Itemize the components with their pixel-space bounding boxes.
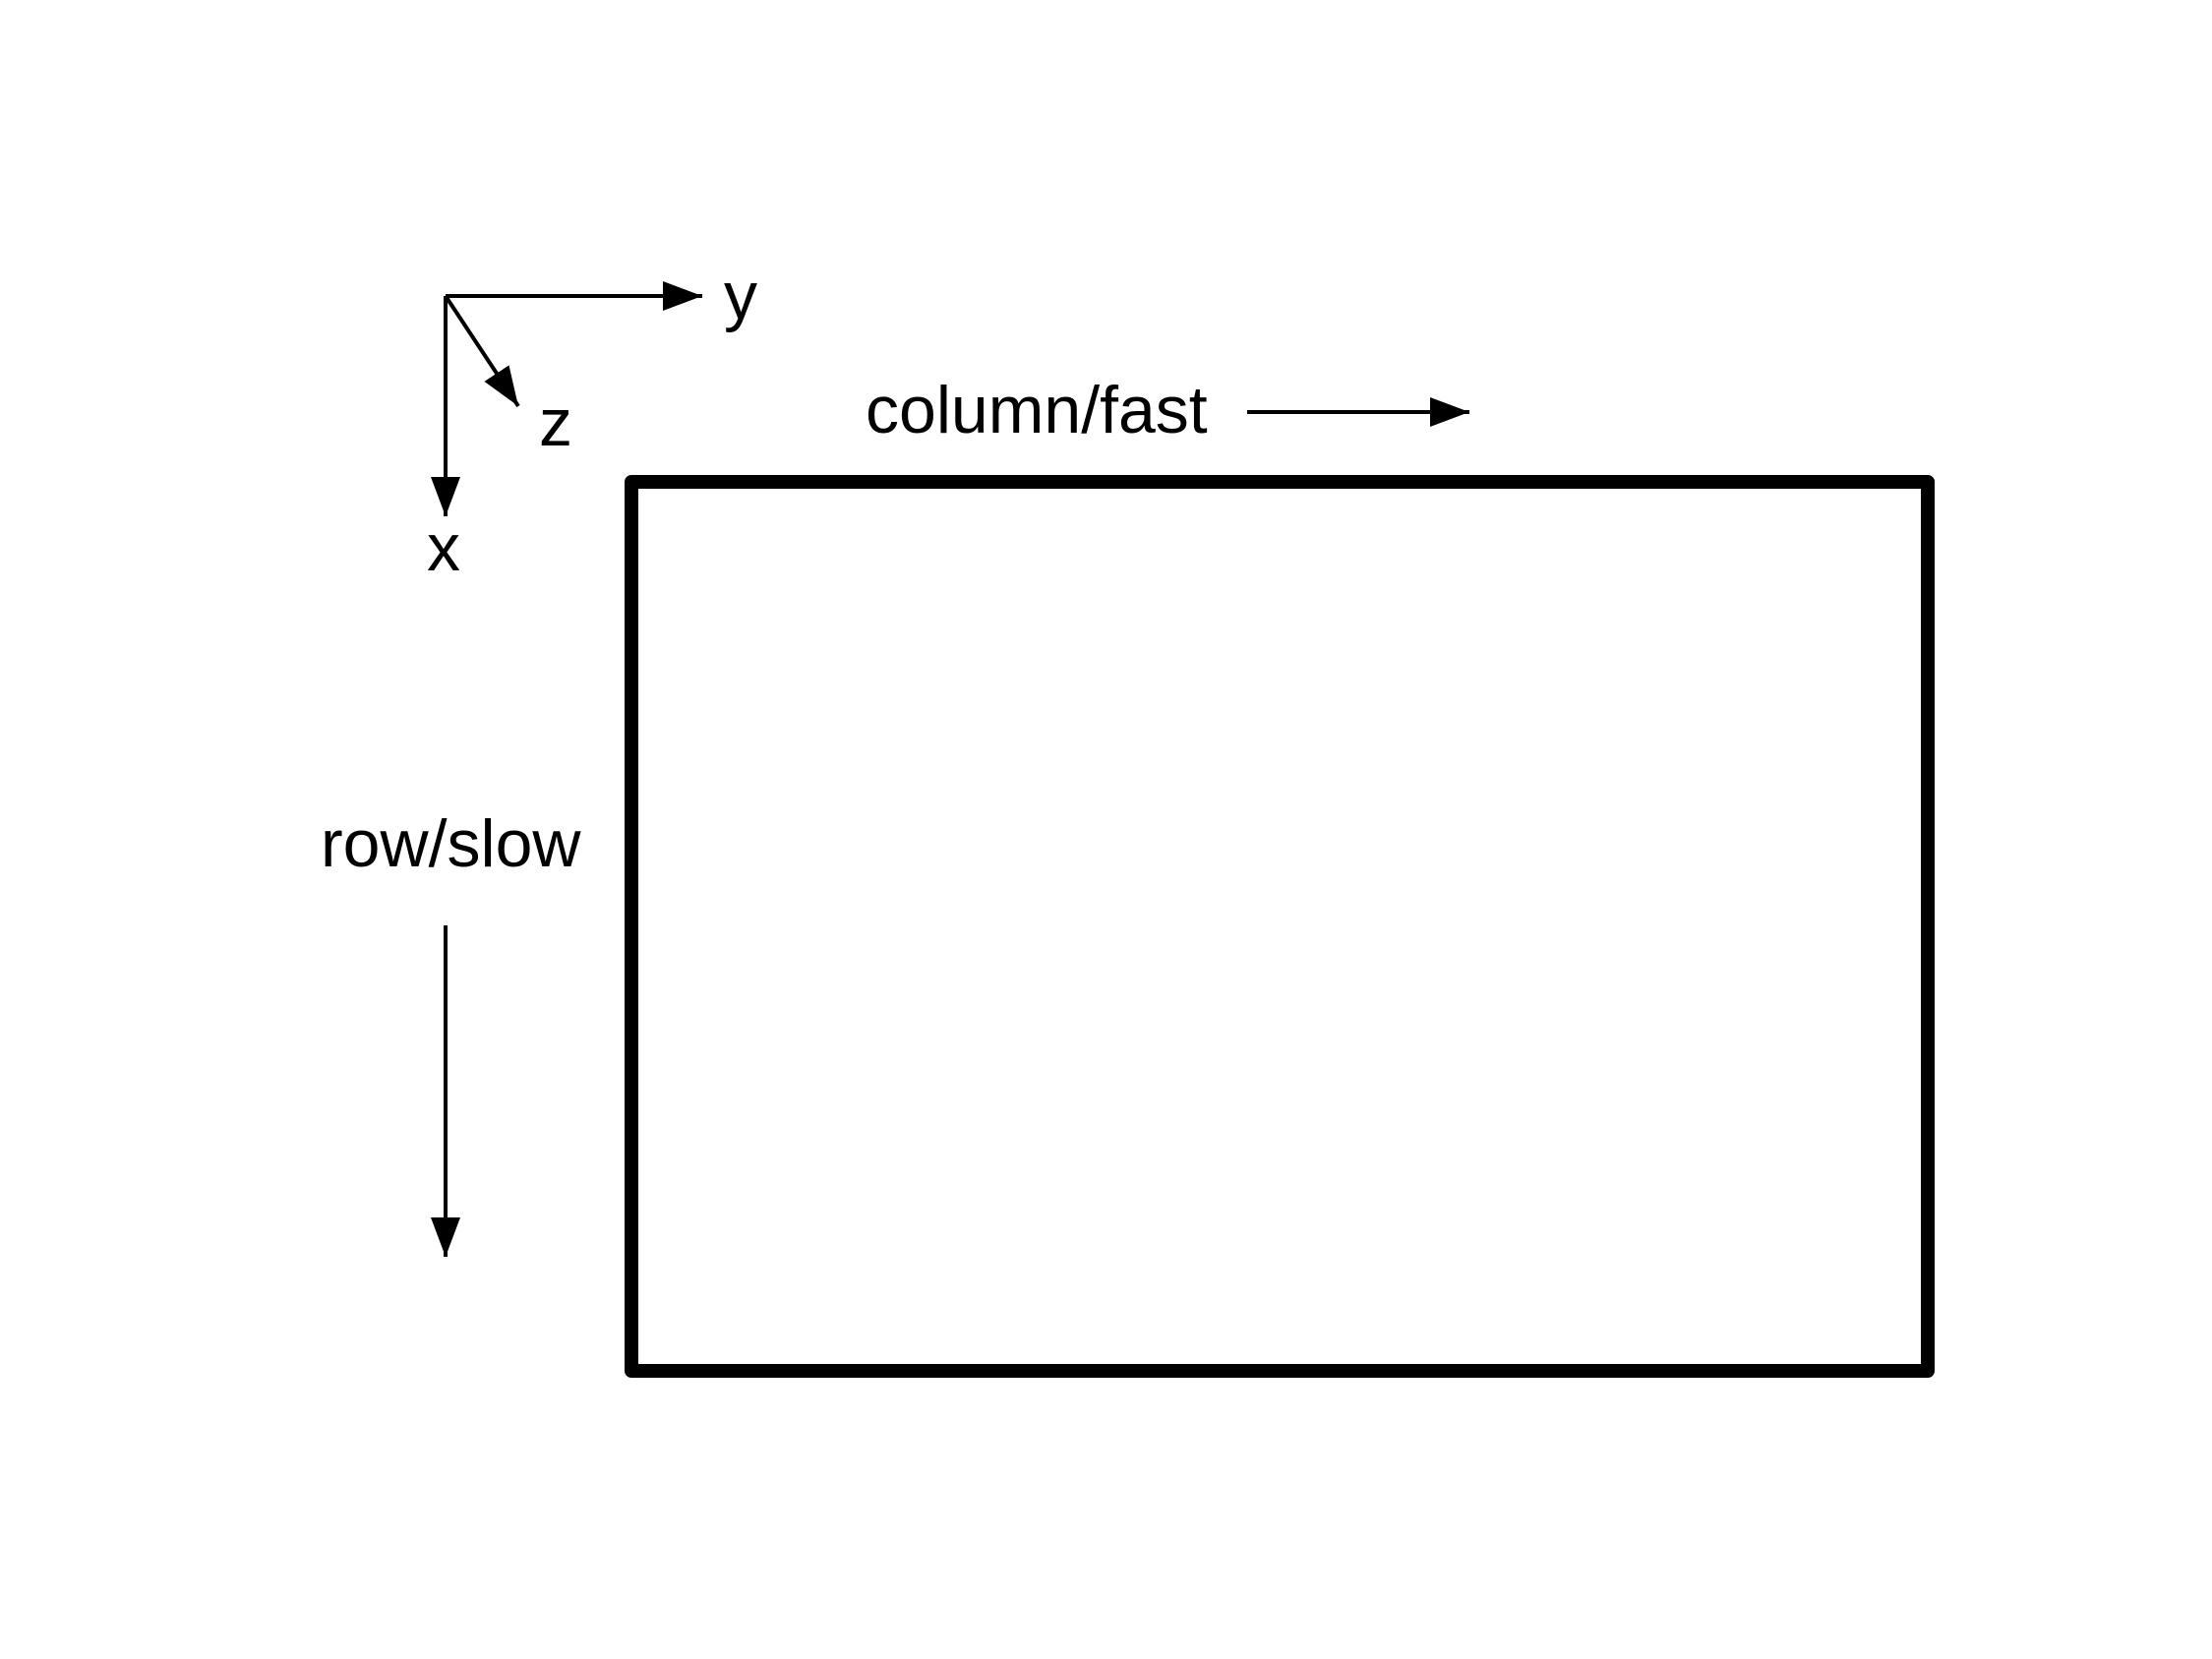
array-frame xyxy=(625,475,1935,1378)
z-axis-label: z xyxy=(539,385,572,460)
y-axis-label: y xyxy=(724,259,757,333)
coordinate-axes: y z x xyxy=(427,259,757,585)
x-axis-label: x xyxy=(427,510,460,585)
row-direction: row/slow xyxy=(321,806,581,1257)
row-slow-label: row/slow xyxy=(321,806,581,881)
column-fast-label: column/fast xyxy=(866,373,1208,447)
column-direction: column/fast xyxy=(866,373,1469,447)
z-axis-arrow xyxy=(444,294,520,408)
